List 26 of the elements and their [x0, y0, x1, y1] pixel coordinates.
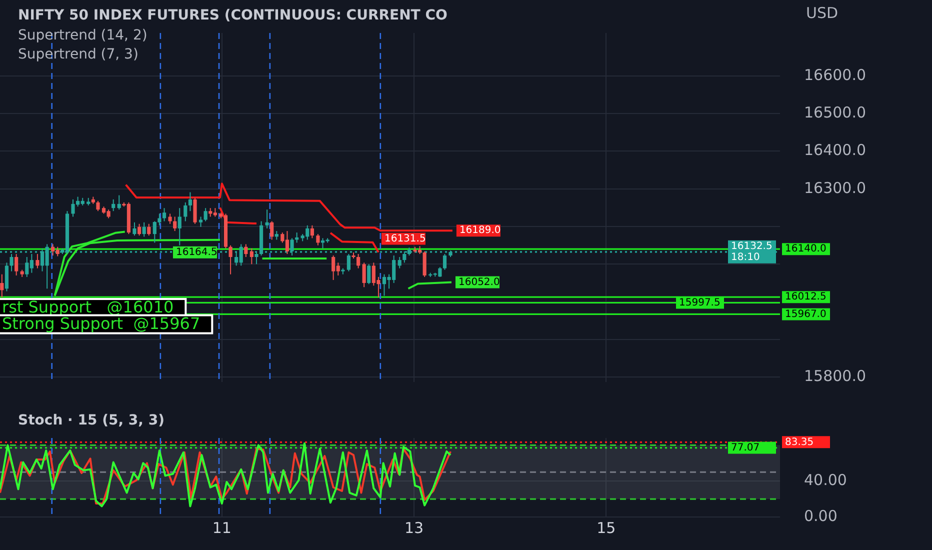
- ref-line-label: 16140.0: [785, 244, 826, 255]
- y-tick-label: 0.00: [804, 506, 838, 525]
- ref-line-label: 16132.5 18:10: [731, 241, 772, 264]
- chart-title: Stoch · 15 (5, 3, 3): [18, 412, 164, 429]
- y-tick-label: 16400.0: [804, 141, 866, 160]
- ref-line-label: 15967.0: [785, 308, 826, 320]
- annotation: Supertrend (14, 2): [18, 28, 148, 44]
- data-label: 16189.0: [459, 225, 501, 236]
- data-label: 16052.0: [458, 276, 500, 288]
- y-tick-label: 16500.0: [804, 103, 866, 122]
- x-tick-label: 13: [404, 518, 424, 537]
- y-tick-label: 40.00: [804, 470, 847, 489]
- y-tick-label: 16600.0: [804, 66, 866, 84]
- data-label: 16131.5: [384, 233, 426, 244]
- ref-line-label: 77.07: [731, 442, 760, 454]
- data-label: 16164.5: [176, 246, 218, 258]
- x-tick-label: 11: [212, 518, 232, 537]
- chart-title: NIFTY 50 INDEX FUTURES (CONTINUOUS: CURRENT CO: [18, 8, 448, 24]
- y-tick-label: 16300.0: [804, 178, 866, 197]
- annotation: Supertrend (7, 3): [18, 46, 138, 63]
- x-tick-label: 15: [596, 518, 616, 537]
- ref-line-label: 16012.5: [785, 292, 826, 303]
- ref-line-label: 83.35: [785, 436, 814, 448]
- ref-line-label: 15997.5: [679, 297, 720, 308]
- y-tick-label: 15800.0: [804, 366, 866, 385]
- y-axis-title: USD: [806, 4, 838, 22]
